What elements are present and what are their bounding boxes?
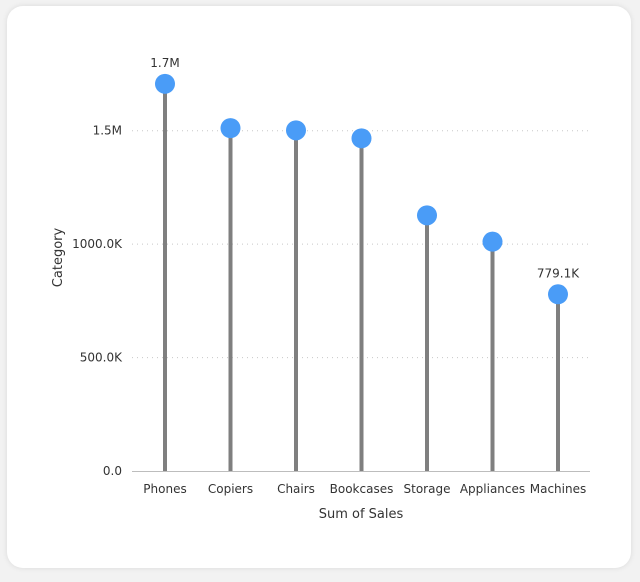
x-tick-label: Machines (530, 482, 586, 496)
data-labels: 1.7M 779.1K (150, 56, 580, 280)
y-tick-labels: 0.0 500.0K 1000.0K 1.5M (72, 124, 123, 478)
y-tick-label: 500.0K (80, 351, 123, 365)
lollipop-marks (155, 73, 568, 471)
lollipop-marker (548, 284, 568, 305)
chart-card (7, 6, 631, 568)
x-tick-labels: Phones Copiers Chairs Bookcases Storage Appli… (143, 482, 586, 496)
y-tick-label: 1.5M (93, 124, 122, 138)
lollipop-marker (351, 128, 372, 149)
x-tick-label: Appliances (460, 482, 525, 496)
y-tick-label: 1000.0K (72, 237, 123, 251)
x-tick-label: Storage (404, 482, 451, 496)
x-tick-label: Chairs (277, 482, 315, 496)
lollipop-marker (155, 73, 175, 94)
x-axis-title: Sum of Sales (319, 507, 404, 522)
data-label: 1.7M (150, 56, 179, 70)
lollipop-marker (286, 120, 306, 141)
x-tick-label: Copiers (208, 482, 253, 496)
x-tick-label: Phones (143, 482, 186, 496)
lollipop-marker (417, 205, 437, 226)
x-tick-label: Bookcases (330, 482, 394, 496)
lollipop-marker (220, 118, 241, 139)
data-label: 779.1K (537, 266, 580, 280)
y-axis-title: Category (51, 228, 66, 288)
lollipop-marker (482, 231, 503, 252)
y-tick-label: 0.0 (103, 464, 122, 478)
